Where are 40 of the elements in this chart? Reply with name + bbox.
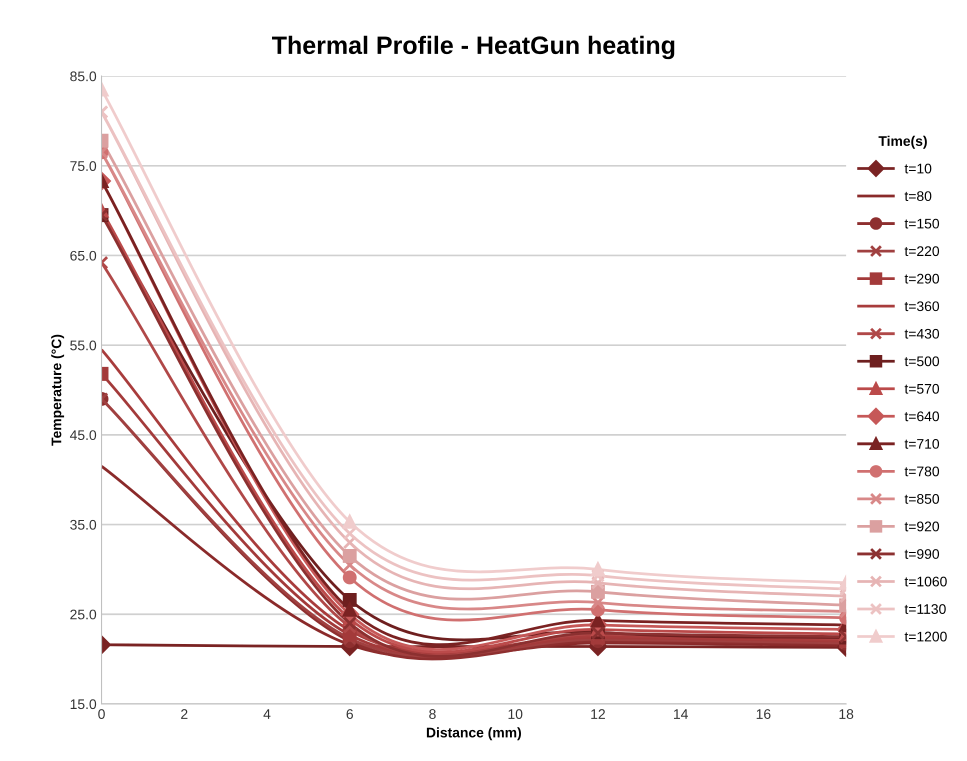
x-tick-label: 10 — [508, 709, 522, 719]
legend-label: t=500 — [904, 356, 940, 366]
legend-label: t=220 — [904, 246, 940, 256]
legend-label: t=10 — [904, 164, 932, 174]
y-tick-label: 65.0 — [70, 250, 96, 261]
x-tick-label: 14 — [674, 709, 688, 719]
legend-label: t=1130 — [904, 604, 946, 614]
x-tick-label: 2 — [181, 709, 188, 719]
y-tick-label: 85.0 — [70, 71, 96, 82]
y-tick-label: 25.0 — [70, 610, 96, 620]
chart-title: Thermal Profile - HeatGun heating — [272, 36, 674, 60]
legend-label: t=150 — [904, 218, 940, 229]
legend-label: t=80 — [904, 191, 932, 202]
y-tick-label: 35.0 — [70, 520, 96, 530]
x-tick-label: 12 — [591, 709, 605, 719]
legend-label: t=1200 — [904, 632, 947, 642]
legend-label: t=920 — [904, 522, 940, 532]
legend-label: t=360 — [904, 301, 940, 312]
x-tick-label: 0 — [98, 709, 105, 719]
legend-label: t=640 — [904, 411, 940, 422]
legend-label: t=570 — [904, 384, 940, 394]
x-axis-title: Distance (mm) — [426, 727, 521, 740]
legend-label: t=850 — [904, 494, 940, 504]
x-tick-label: 8 — [429, 709, 436, 719]
legend-label: t=990 — [904, 549, 940, 559]
y-axis-title: Temperature (°C) — [51, 334, 64, 446]
legend-label: t=780 — [904, 466, 940, 476]
legend-label: t=290 — [904, 274, 940, 284]
y-tick-label: 15.0 — [70, 699, 96, 710]
x-tick-label: 4 — [263, 709, 270, 719]
legend-label: t=710 — [904, 438, 940, 449]
legend-label: t=430 — [904, 328, 940, 339]
y-tick-label: 45.0 — [70, 430, 96, 440]
x-tick-label: 18 — [839, 709, 854, 719]
x-tick-label: 16 — [756, 709, 771, 719]
legend-label: t=1060 — [904, 576, 947, 586]
y-tick-label: 75.0 — [70, 161, 96, 171]
x-tick-label: 6 — [346, 709, 353, 719]
y-tick-label: 55.0 — [70, 340, 96, 350]
legend-title: Time(s) — [878, 136, 927, 149]
